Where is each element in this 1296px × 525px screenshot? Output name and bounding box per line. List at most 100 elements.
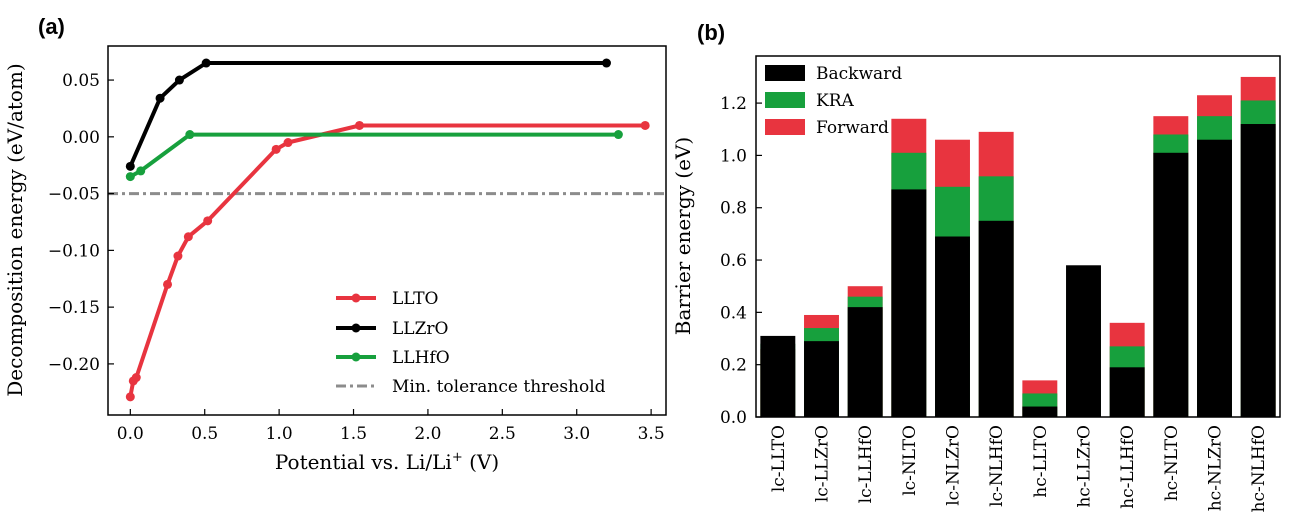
x-tick-label: hc-LLZrO <box>1075 425 1095 508</box>
data-point-llzro <box>125 161 135 171</box>
legend-marker-llhfo <box>351 352 361 362</box>
legend-swatch-backward <box>765 65 805 81</box>
bar-backward-lc-nlzro <box>935 236 970 417</box>
panel-a-plot-frame <box>107 45 667 416</box>
data-point-llto <box>283 138 293 148</box>
y-tick-label: 0.0 <box>720 408 747 428</box>
panel-b-bars-layer <box>760 76 1276 418</box>
data-point-llhfo <box>185 130 195 140</box>
data-point-llzro <box>201 58 211 68</box>
bar-backward-hc-llhfo <box>1109 367 1145 417</box>
data-point-llzro <box>174 75 184 85</box>
data-point-llto <box>354 120 364 130</box>
bar-backward-hc-nlzro <box>1197 139 1232 417</box>
panel-b-y-axis-title: Barrier energy (eV) <box>671 137 695 335</box>
series-line-llto <box>128 123 646 398</box>
panel-a-xlabel-unit: (V) <box>463 450 499 474</box>
panel-b: (b) lc-LLTO lc-LLZrO lc-LLHfO lc-NLTO lc-NLZ… <box>671 20 1281 512</box>
y-tick-label: 0.05 <box>62 71 100 91</box>
y-tick-label: 1.2 <box>720 94 747 114</box>
panel-a-xlabel-sup: + <box>452 450 463 465</box>
panel-b-label: (b) <box>697 20 725 45</box>
x-tick-label: 3.0 <box>563 424 590 444</box>
x-tick-label: lc-LLZrO <box>813 425 833 502</box>
panel-a-label: (a) <box>38 14 65 39</box>
y-tick-label: −0.20 <box>48 355 100 375</box>
legend-label-llto: LLTO <box>392 289 438 309</box>
x-tick-label: hc-NLTO <box>1162 425 1182 501</box>
legend-marker-llto <box>351 293 361 303</box>
x-tick-label: 0.5 <box>191 424 218 444</box>
legend-marker-llzro <box>351 323 361 333</box>
y-tick-label: −0.05 <box>48 185 100 205</box>
legend-label-llzro: LLZrO <box>392 319 448 339</box>
x-tick-label: lc-NLZrO <box>944 425 964 506</box>
data-point-llto <box>271 144 281 154</box>
series-line-llzro <box>128 61 607 168</box>
x-tick-label: 1.0 <box>266 424 293 444</box>
y-tick-label: 0.2 <box>720 356 747 376</box>
data-point-llzro <box>155 93 165 103</box>
panel-b-plot-frame <box>755 55 1281 418</box>
x-tick-label: lc-NLTO <box>900 425 920 496</box>
y-tick-label: −0.15 <box>48 298 100 318</box>
x-tick-label: hc-LLTO <box>1031 425 1051 498</box>
x-tick-label: hc-NLZrO <box>1206 425 1226 511</box>
y-tick-label: 1.0 <box>720 146 747 166</box>
y-tick-label: 0.4 <box>720 303 747 323</box>
bar-backward-lc-llzro <box>804 341 839 417</box>
data-point-llto <box>640 120 650 130</box>
x-tick-label: hc-NLHfO <box>1249 425 1269 512</box>
panel-b-legend: Backward KRA Forward <box>765 64 902 138</box>
bar-backward-hc-nlhfo <box>1240 124 1276 417</box>
x-tick-label: lc-LLTO <box>769 425 789 492</box>
x-tick-label: 2.5 <box>489 424 516 444</box>
x-tick-label: hc-LLHfO <box>1118 425 1138 509</box>
y-tick-label: 0.00 <box>62 128 100 148</box>
x-tick-label: 2.0 <box>414 424 441 444</box>
data-point-llto <box>183 232 193 242</box>
legend-swatch-kra <box>765 92 805 108</box>
series-line-llhfo <box>129 132 619 179</box>
data-point-llhfo <box>125 172 135 182</box>
data-point-llhfo <box>136 166 146 176</box>
bar-backward-lc-llto <box>760 335 796 417</box>
x-tick-label: 1.5 <box>340 424 367 444</box>
data-point-llto <box>163 279 173 289</box>
panel-a-y-ticks: 0.05 0.00 −0.05 −0.10 −0.15 −0.20 <box>48 71 114 375</box>
legend-swatch-forward <box>765 119 805 135</box>
data-point-llto <box>131 373 141 383</box>
bar-backward-lc-llhfo <box>847 307 883 417</box>
panel-a-legend: LLTO LLZrO LLHfO Min. tolerance threshol… <box>336 289 606 397</box>
panel-a-y-axis-title: Decomposition energy (eV/atom) <box>3 63 27 396</box>
panel-a: (a) 0.0 0.5 1.0 1.5 2.0 2.5 3.0 3.5 0.05 0.00 −0.… <box>3 14 667 474</box>
x-tick-label: lc-LLHfO <box>856 425 876 503</box>
data-point-llzro <box>601 58 611 68</box>
legend-label-threshold: Min. tolerance threshold <box>392 377 606 397</box>
bar-backward-lc-nlhfo <box>978 220 1014 417</box>
y-tick-label: −0.10 <box>48 241 100 261</box>
legend-label-forward: Forward <box>816 118 889 138</box>
bar-backward-lc-nlto <box>891 189 927 417</box>
y-tick-label: 0.6 <box>720 251 747 271</box>
legend-label-backward: Backward <box>816 64 902 84</box>
data-point-llhfo <box>613 130 623 140</box>
y-tick-label: 0.8 <box>720 199 747 219</box>
panel-a-series-layer <box>125 58 650 402</box>
x-tick-label: 0.0 <box>117 424 144 444</box>
legend-label-kra: KRA <box>816 91 855 111</box>
panel-b-x-ticks: lc-LLTO lc-LLZrO lc-LLHfO lc-NLTO lc-NLZrO lc… <box>769 411 1269 512</box>
panel-a-xlabel-main: Potential vs. Li/Li <box>275 450 452 474</box>
legend-label-llhfo: LLHfO <box>392 348 450 368</box>
bar-backward-hc-nlto <box>1153 152 1189 417</box>
data-point-llto <box>125 392 135 402</box>
data-point-llto <box>203 216 213 226</box>
bar-backward-hc-llzro <box>1066 265 1101 417</box>
x-tick-label: 3.5 <box>638 424 665 444</box>
panel-a-x-ticks: 0.0 0.5 1.0 1.5 2.0 2.5 3.0 3.5 <box>117 409 665 444</box>
panel-a-x-axis-title: Potential vs. Li/Li+ (V) <box>275 450 499 474</box>
panel-b-y-ticks: 0.0 0.2 0.4 0.6 0.8 1.0 1.2 <box>720 94 762 428</box>
data-point-llto <box>173 251 183 261</box>
x-tick-label: lc-NLHfO <box>987 425 1007 507</box>
